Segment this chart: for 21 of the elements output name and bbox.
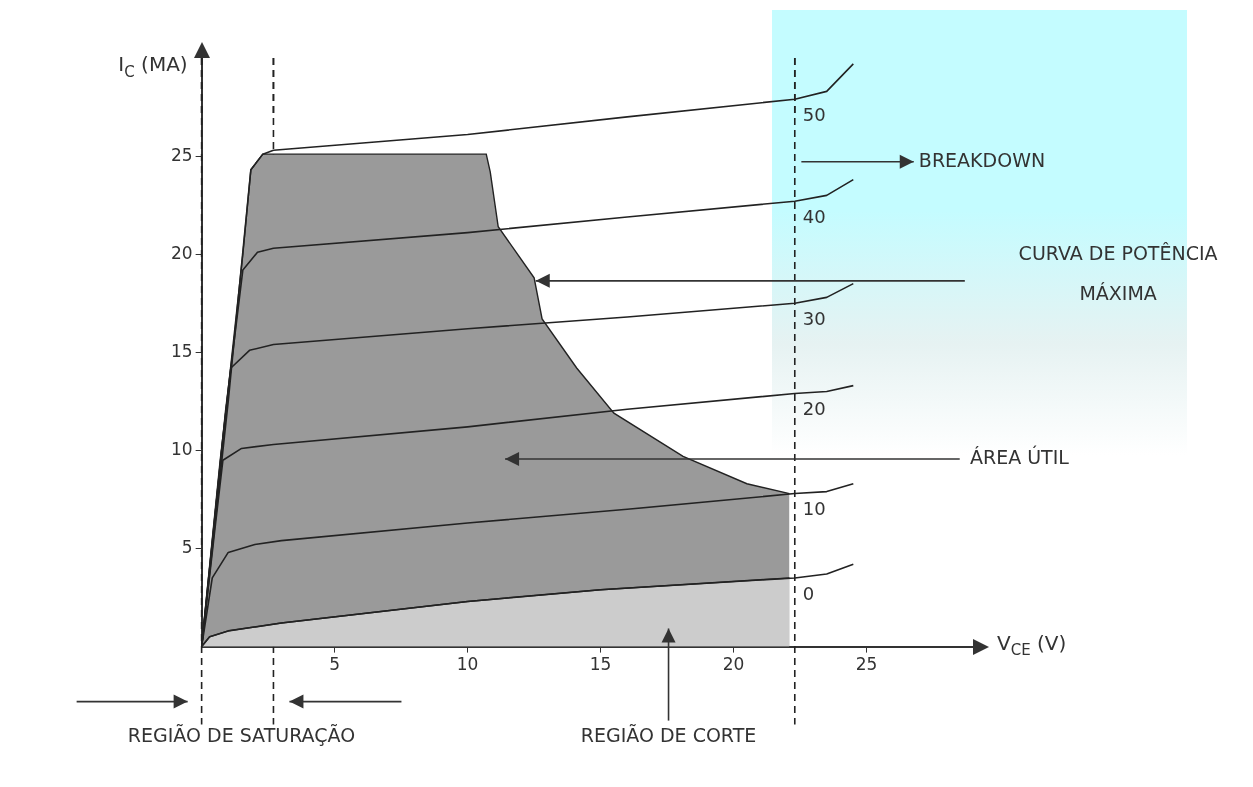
y-tick-label: 10 [170, 438, 193, 459]
y-tick-label: 5 [181, 536, 193, 557]
x-tick-label: 5 [329, 654, 341, 675]
series-label: 30 [802, 307, 826, 329]
x-tick-label: 10 [456, 654, 479, 675]
series-label: 10 [802, 498, 826, 520]
series-label: 20 [802, 398, 826, 420]
x-tick-label: 20 [722, 654, 745, 675]
y-tick-label: 20 [170, 242, 193, 263]
annotation: ÁREA ÚTIL [969, 444, 1070, 468]
annotation: BREAKDOWN [918, 148, 1046, 171]
x-tick-label: 15 [589, 654, 612, 675]
text: REGIÃO DE SATURAÇÃO [127, 723, 356, 746]
series-label: 40 [802, 205, 826, 227]
series-label: 0 [802, 582, 815, 604]
y-tick-label: 25 [170, 144, 193, 165]
x-tick-label: 25 [855, 654, 878, 675]
y-tick-label: 15 [170, 340, 193, 361]
series-label: 50 [802, 103, 826, 125]
text: CURVA DE POTÊNCIA MÁXIMA [1018, 241, 1218, 304]
text: REGIÃO DE CORTE [580, 723, 757, 746]
